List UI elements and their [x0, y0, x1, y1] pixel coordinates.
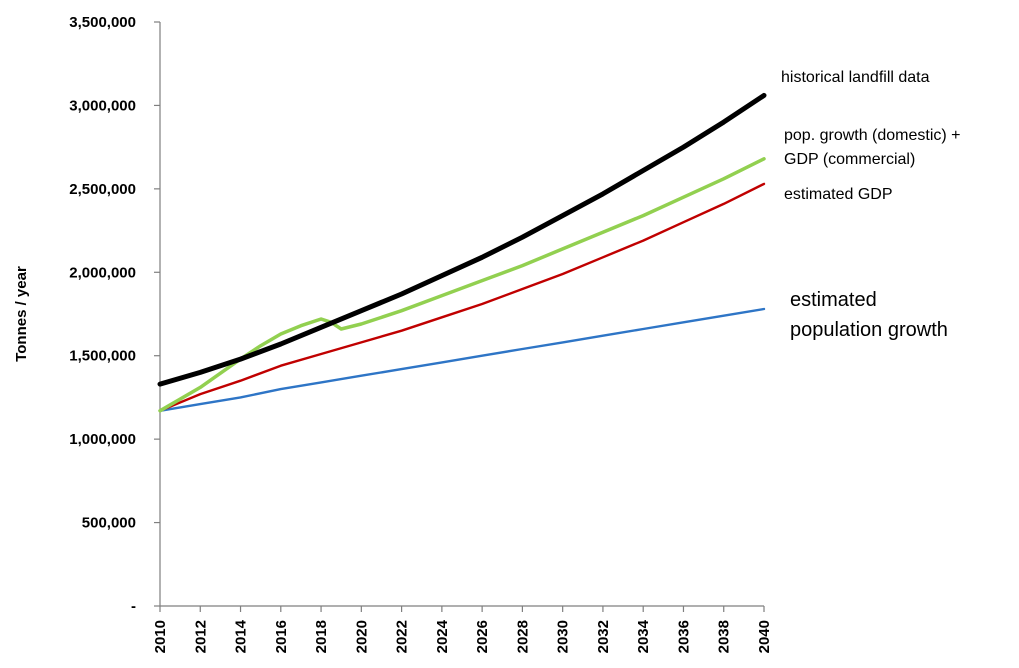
- x-tick-label: 2012: [192, 620, 209, 653]
- series-label: population growth: [790, 319, 948, 341]
- y-tick-label: 1,000,000: [69, 431, 136, 448]
- x-tick-label: 2022: [394, 620, 411, 653]
- x-tick-label: 2016: [273, 620, 290, 653]
- x-tick-label: 2026: [474, 620, 491, 653]
- x-tick-label: 2024: [434, 619, 451, 653]
- x-tick-label: 2010: [152, 620, 169, 653]
- x-tick-label: 2030: [555, 620, 572, 653]
- y-axis-label: Tonnes / year: [13, 266, 30, 362]
- y-tick-label: 2,500,000: [69, 181, 136, 198]
- y-tick-label: 3,000,000: [69, 97, 136, 114]
- x-axis: 2010 2012 2014 2016 2018 2020 2022 2024 2026 2028…: [152, 605, 773, 653]
- series-line-2: [158, 157, 766, 413]
- series-line-1: [157, 92, 767, 387]
- series-lines: [157, 92, 767, 413]
- y-tick-label: 1,500,000: [69, 348, 136, 365]
- y-tick-label: 3,500,000: [69, 14, 136, 31]
- x-tick-label: 2018: [313, 620, 330, 653]
- series-label: pop. growth (domestic) +: [784, 127, 961, 144]
- x-tick-label: 2028: [514, 620, 531, 653]
- x-tick-label: 2040: [756, 620, 773, 653]
- series-label: historical landfill data: [781, 69, 930, 86]
- series-line-4: [158, 307, 766, 412]
- x-tick-label: 2034: [635, 619, 652, 653]
- x-tick-label: 2020: [353, 620, 370, 653]
- series-label: estimated GDP: [784, 186, 892, 203]
- x-tick-label: 2038: [716, 620, 733, 653]
- x-tick-label: 2032: [595, 620, 612, 653]
- y-tick-label: -: [131, 598, 136, 615]
- series-labels: historical landfill data pop. growth (dom…: [781, 69, 961, 341]
- x-tick-label: 2014: [233, 619, 250, 653]
- series-label: GDP (commercial): [784, 151, 915, 168]
- x-tick-label: 2036: [675, 620, 692, 653]
- y-axis: - 500,000 1,000,000 1,500,000 2,000,000 2,500…: [69, 14, 161, 615]
- y-tick-label: 500,000: [82, 515, 136, 532]
- series-label: estimated: [790, 289, 877, 311]
- y-tick-label: 2,000,000: [69, 264, 136, 281]
- series-line-3: [158, 182, 766, 412]
